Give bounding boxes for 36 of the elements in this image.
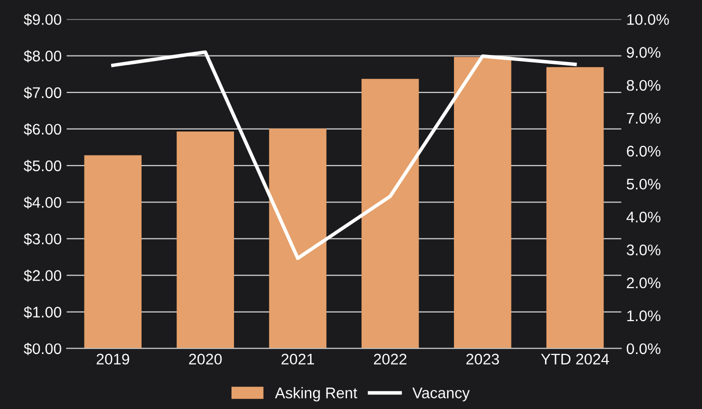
line-series [111,50,577,260]
y2-tick-label: 8.0% [626,80,660,91]
x-tick-label: 2021 [282,354,314,365]
bar [84,155,142,348]
y-tick-label: $2.00 [24,270,62,282]
y-tick-label: $5.00 [24,160,62,172]
x-tick-label: 2023 [466,354,499,365]
y-tick-label: $1.00 [24,306,62,318]
x-tick-label: YTD 2024 [541,354,610,365]
y-tick-label: $9.00 [24,13,62,26]
y2-tick-label: 4.0% [626,212,660,222]
y2-tick-label: 9.0% [626,47,660,58]
bar [454,56,512,348]
bar [546,67,604,348]
legend-label: Vacancy [412,388,470,402]
x-tick-label: 2019 [96,354,130,365]
y2-tick-label: 1.0% [627,310,660,322]
y2-tick-label: 7.0% [626,112,660,124]
bar [269,128,326,348]
bar [176,132,234,348]
y2-tick-label: 0.0% [626,343,660,354]
y2-tick-label: 2.0% [626,277,660,288]
bar [362,78,419,348]
y-tick-label: $8.00 [24,50,62,62]
x-tick-label: 2022 [374,354,406,365]
y-tick-label: $7.00 [24,86,62,99]
x-tick-label: 2020 [189,354,222,365]
y-tick-label: $3.00 [24,232,62,246]
y-tick-label: $4.00 [24,196,62,209]
legend-label: Asking Rent [275,387,358,402]
y-tick-label: $0.00 [24,342,62,356]
y-tick-label: $6.00 [24,123,62,136]
y2-tick-label: 10.0% [627,14,669,25]
y2-tick-label: 6.0% [626,146,660,157]
y2-tick-label: 3.0% [626,244,660,256]
y2-tick-label: 5.0% [626,178,660,190]
